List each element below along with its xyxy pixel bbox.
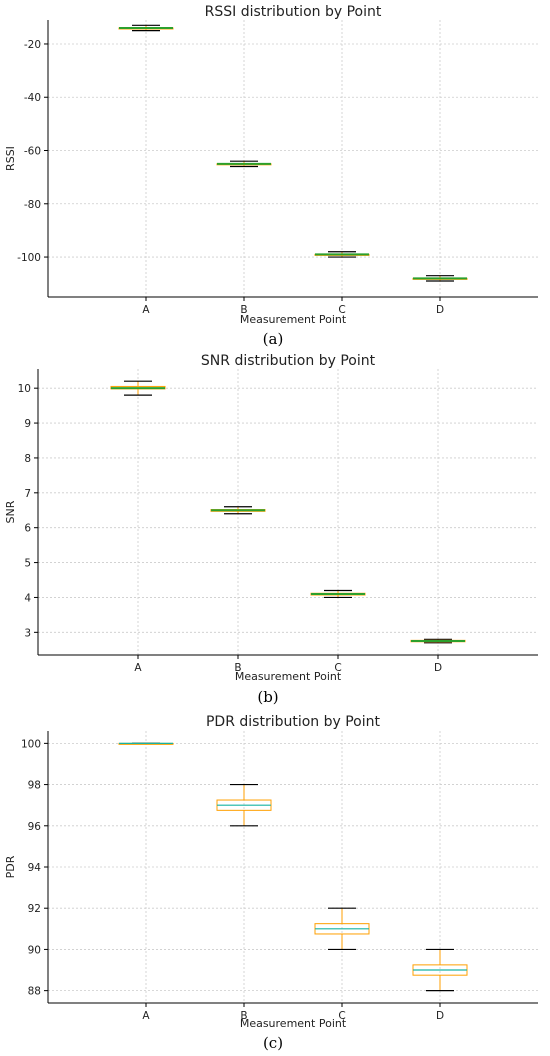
- box-B: [210, 506, 266, 515]
- box-A: [118, 24, 174, 32]
- y-axis-label: SNR: [4, 500, 17, 523]
- caption: (c): [263, 1034, 283, 1052]
- x-tick-label: C: [338, 1010, 345, 1022]
- chart-2: PDR distribution by Point 88 90 92 94 96 98 100…: [4, 714, 538, 1052]
- box-C: [310, 589, 366, 599]
- chart-0: RSSI distribution by Point -20 -40 -60 -80 -1…: [4, 4, 538, 348]
- y-tick-label: 3: [24, 627, 31, 639]
- x-axis-label: Measurement Point: [235, 670, 342, 683]
- y-tick-label: 10: [18, 383, 31, 395]
- y-tick-label: -80: [24, 199, 41, 211]
- y-tick-label: 98: [28, 780, 41, 792]
- y-tick-label: -20: [24, 39, 41, 51]
- box-C: [314, 907, 370, 951]
- box-C: [314, 251, 370, 258]
- x-axis-label: Measurement Point: [240, 313, 347, 326]
- y-tick-label: 94: [28, 862, 42, 874]
- y-tick-label: 96: [28, 821, 42, 833]
- y-tick-label: 8: [24, 453, 31, 465]
- y-tick-label: -60: [24, 146, 41, 158]
- box-D: [412, 275, 468, 282]
- chart-1: SNR distribution by Point 3 4 5 6 7 8 9 10 A B C D Me…: [4, 353, 538, 706]
- y-tick-label: 6: [24, 523, 31, 535]
- x-tick-label: A: [142, 1010, 150, 1022]
- chart-title: SNR distribution by Point: [201, 353, 376, 369]
- y-tick-label: 88: [28, 986, 41, 998]
- y-tick-label: 100: [21, 738, 41, 750]
- x-axis-label: Measurement Point: [240, 1017, 347, 1030]
- x-tick-label: B: [234, 662, 241, 674]
- x-tick-label: A: [142, 304, 150, 316]
- y-tick-label: 7: [24, 488, 31, 500]
- caption: (a): [263, 330, 284, 348]
- box-D: [410, 638, 466, 644]
- box-A: [118, 742, 174, 745]
- y-tick-label: 5: [24, 558, 31, 570]
- box-A: [110, 380, 166, 396]
- box-D: [412, 948, 468, 992]
- x-tick-label: B: [240, 1010, 247, 1022]
- y-tick-label: 90: [28, 944, 41, 956]
- x-tick-label: D: [434, 662, 442, 674]
- caption: (b): [257, 688, 278, 706]
- x-tick-label: C: [338, 304, 345, 316]
- x-tick-label: D: [436, 304, 444, 316]
- y-tick-label: 9: [24, 418, 31, 430]
- chart-title: RSSI distribution by Point: [205, 4, 382, 20]
- y-axis-label: RSSI: [4, 146, 17, 171]
- x-tick-label: D: [436, 1010, 444, 1022]
- y-tick-label: -40: [24, 92, 41, 104]
- y-tick-label: 92: [28, 903, 41, 915]
- x-tick-label: A: [134, 662, 142, 674]
- x-tick-label: C: [334, 662, 341, 674]
- y-tick-label: -100: [17, 252, 41, 264]
- box-B: [216, 160, 272, 168]
- x-tick-label: B: [240, 304, 247, 316]
- chart-title: PDR distribution by Point: [206, 714, 381, 730]
- y-tick-label: 4: [24, 592, 31, 604]
- box-B: [216, 783, 272, 827]
- y-axis-label: PDR: [4, 855, 17, 878]
